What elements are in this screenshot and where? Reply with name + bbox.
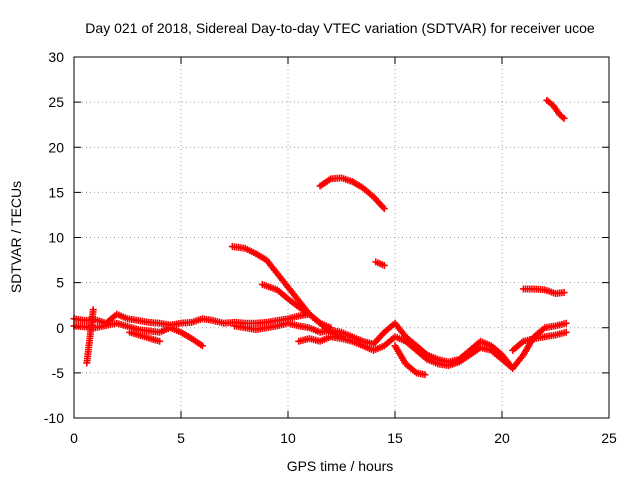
x-tick-label: 10 xyxy=(280,430,296,446)
data-series xyxy=(509,328,570,354)
y-tick-labels: -10 -5 0 5 10 15 20 25 30 xyxy=(44,49,64,426)
data-series xyxy=(258,280,345,341)
x-tick-label: 0 xyxy=(70,430,78,446)
x-tick-label: 5 xyxy=(177,430,185,446)
x-tick-label: 25 xyxy=(601,430,617,446)
data-point xyxy=(559,113,567,121)
y-tick-label: 0 xyxy=(56,320,64,336)
x-tick-labels: 0 5 10 15 20 25 xyxy=(70,430,617,446)
data-point xyxy=(198,342,206,350)
data-point xyxy=(562,319,570,327)
y-tick-label: 15 xyxy=(48,184,64,200)
y-tick-label: -5 xyxy=(52,365,65,381)
chart-title: Day 021 of 2018, Sidereal Day-to-day VTE… xyxy=(85,20,595,36)
data-point xyxy=(380,261,388,269)
y-tick-label: 25 xyxy=(48,94,64,110)
data-point xyxy=(560,114,568,122)
y-tick-label: 30 xyxy=(48,49,64,65)
data-point xyxy=(421,371,429,379)
x-axis-label: GPS time / hours xyxy=(287,458,394,474)
data-series xyxy=(70,319,206,350)
data-point xyxy=(509,364,517,372)
y-tick-label: 10 xyxy=(48,230,64,246)
data-point xyxy=(560,289,568,297)
data-point xyxy=(89,306,97,314)
data-series xyxy=(519,285,568,297)
data-series xyxy=(83,306,164,367)
grid-lines xyxy=(74,57,609,418)
data-point xyxy=(156,337,164,345)
data-series xyxy=(391,342,429,379)
data-series xyxy=(372,258,388,269)
data-series xyxy=(543,96,568,122)
y-tick-label: 20 xyxy=(48,139,64,155)
data-point xyxy=(338,333,345,341)
data-points xyxy=(70,96,570,379)
data-point xyxy=(562,328,570,336)
y-tick-label: 5 xyxy=(56,275,64,291)
x-tick-label: 20 xyxy=(494,430,510,446)
plot-border xyxy=(73,56,610,419)
data-point xyxy=(380,205,388,213)
y-tick-label: -10 xyxy=(44,410,64,426)
data-series xyxy=(316,174,388,213)
y-axis-label: SDTVAR / TECUs xyxy=(8,181,24,293)
x-tick-label: 15 xyxy=(387,430,403,446)
data-series xyxy=(295,333,517,372)
